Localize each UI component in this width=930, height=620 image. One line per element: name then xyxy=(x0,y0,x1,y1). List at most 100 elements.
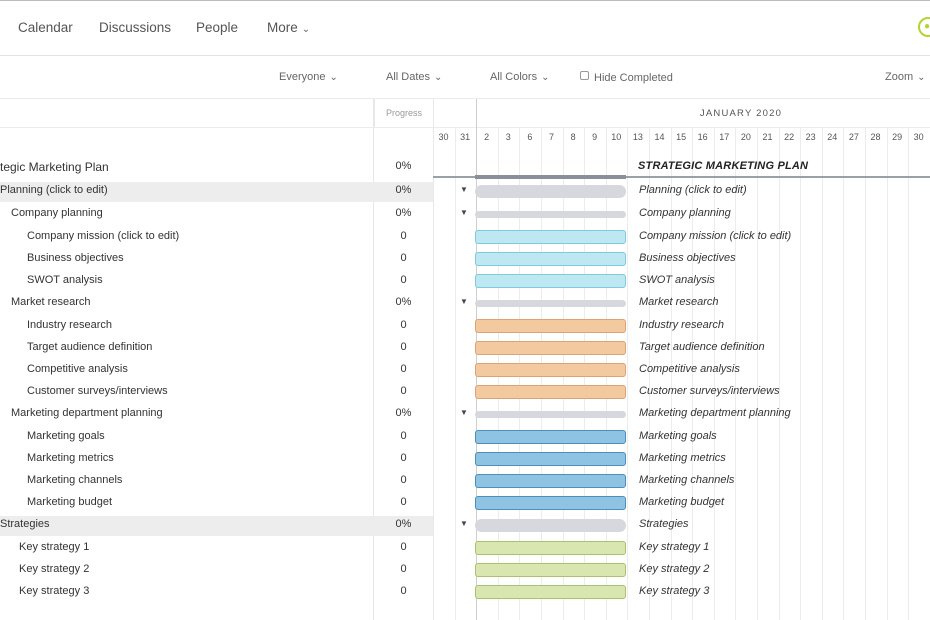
day-label: 16 xyxy=(697,132,708,142)
task-progress: 0 xyxy=(400,430,407,442)
task-name[interactable]: Marketing metrics xyxy=(27,452,114,464)
task-name[interactable]: Key strategy 2 xyxy=(19,563,90,575)
day-label: 3 xyxy=(505,132,511,142)
task-bar[interactable] xyxy=(475,410,626,418)
day-label: 24 xyxy=(827,132,838,142)
task-bar-label: Key strategy 3 xyxy=(639,585,710,597)
task-progress: 0 xyxy=(400,230,407,242)
task-bar-label: Strategies xyxy=(639,518,689,530)
nav-calendar[interactable]: Calendar xyxy=(18,20,73,35)
task-bar[interactable] xyxy=(475,184,626,198)
task-bar-label: Marketing metrics xyxy=(639,452,726,464)
grid-line xyxy=(800,128,802,620)
task-name[interactable]: Company planning xyxy=(11,207,103,219)
task-name[interactable]: Planning (click to edit) xyxy=(0,184,108,196)
task-progress: 0 xyxy=(400,563,407,575)
task-bar-label: Marketing channels xyxy=(639,474,735,486)
dates-filter[interactable]: All Dates ⌄ xyxy=(386,71,442,83)
task-progress: 0 xyxy=(400,474,407,486)
user-circle-icon[interactable]: ● xyxy=(918,17,930,37)
task-name[interactable]: Key strategy 1 xyxy=(19,541,90,553)
task-bar[interactable] xyxy=(475,341,626,355)
triangle-down-icon[interactable]: ▼ xyxy=(460,297,468,306)
task-name[interactable]: SWOT analysis xyxy=(27,274,103,286)
grid-line xyxy=(476,99,478,620)
task-bar[interactable] xyxy=(475,274,626,288)
task-bar[interactable] xyxy=(475,474,626,488)
plan-summary-bar[interactable] xyxy=(475,175,626,179)
task-name[interactable]: Marketing budget xyxy=(27,496,112,508)
task-bar[interactable] xyxy=(475,430,626,444)
zoom-dropdown[interactable]: Zoom ⌄ xyxy=(885,71,926,83)
task-bar[interactable] xyxy=(475,518,626,532)
task-bar[interactable] xyxy=(475,385,626,399)
nav-discussions[interactable]: Discussions xyxy=(99,20,172,35)
task-bar[interactable] xyxy=(475,252,626,266)
task-progress: 0% xyxy=(395,184,412,196)
plan-name[interactable]: tegic Marketing Plan xyxy=(0,160,109,174)
task-name[interactable]: Competitive analysis xyxy=(27,363,128,375)
zoom-label: Zoom xyxy=(885,71,914,83)
task-progress: 0% xyxy=(395,207,412,219)
row-highlight xyxy=(0,516,433,536)
hide-completed-toggle[interactable]: Hide Completed xyxy=(580,71,673,84)
day-label: 14 xyxy=(654,132,665,142)
task-progress: 0 xyxy=(400,496,407,508)
progress-divider xyxy=(373,99,374,620)
nav-people[interactable]: People xyxy=(196,20,239,35)
task-bar-label: Key strategy 1 xyxy=(639,541,710,553)
day-label: 30 xyxy=(913,132,924,142)
day-label: 10 xyxy=(611,132,622,142)
task-name[interactable]: Key strategy 3 xyxy=(19,585,90,597)
task-bar-label: Planning (click to edit) xyxy=(639,184,747,196)
day-label: 29 xyxy=(892,132,903,142)
task-bar[interactable] xyxy=(475,210,626,218)
task-name[interactable]: Marketing channels xyxy=(27,474,123,486)
grid-line xyxy=(908,128,910,620)
everyone-filter[interactable]: Everyone ⌄ xyxy=(279,71,338,83)
hide-completed-checkbox[interactable] xyxy=(580,71,589,80)
day-label: 9 xyxy=(592,132,598,142)
grid-line xyxy=(865,128,866,620)
row-highlight xyxy=(0,182,433,202)
task-name[interactable]: Market research xyxy=(11,296,91,308)
chevron-down-icon: ⌄ xyxy=(541,72,550,83)
hide-completed-label: Hide Completed xyxy=(594,72,673,84)
task-progress: 0 xyxy=(400,319,407,331)
task-bar[interactable] xyxy=(475,299,626,307)
task-name[interactable]: Company mission (click to edit) xyxy=(27,230,180,242)
colors-filter[interactable]: All Colors ⌄ xyxy=(490,71,549,83)
nav-more[interactable]: More ⌄ xyxy=(267,20,310,35)
triangle-down-icon[interactable]: ▼ xyxy=(460,408,468,417)
task-bar[interactable] xyxy=(475,452,626,466)
task-progress: 0 xyxy=(400,363,407,375)
timeline-header xyxy=(433,99,930,128)
day-label: 30 xyxy=(438,132,449,142)
task-bar[interactable] xyxy=(475,230,626,244)
day-label: 28 xyxy=(870,132,881,142)
progress-column-header: Progress xyxy=(374,99,433,128)
grid-line xyxy=(692,128,694,620)
task-bar-label: Industry research xyxy=(639,319,724,331)
task-bar-label: Company mission (click to edit) xyxy=(639,230,792,242)
triangle-down-icon[interactable]: ▼ xyxy=(460,185,468,194)
task-progress: 0 xyxy=(400,274,407,286)
grid-line xyxy=(649,128,650,620)
task-bar[interactable] xyxy=(475,541,626,555)
day-label: 7 xyxy=(548,132,554,142)
task-bar[interactable] xyxy=(475,363,626,377)
task-bar[interactable] xyxy=(475,563,626,577)
task-name[interactable]: Customer surveys/interviews xyxy=(27,385,168,397)
triangle-down-icon[interactable]: ▼ xyxy=(460,519,468,528)
task-name[interactable]: Marketing goals xyxy=(27,430,105,442)
task-name[interactable]: Industry research xyxy=(27,319,112,331)
grid-line xyxy=(670,128,672,620)
task-bar[interactable] xyxy=(475,319,626,333)
task-name[interactable]: Marketing department planning xyxy=(11,407,163,419)
task-bar[interactable] xyxy=(475,585,626,599)
task-bar[interactable] xyxy=(475,496,626,510)
task-name[interactable]: Strategies xyxy=(0,518,50,530)
task-name[interactable]: Business objectives xyxy=(27,252,124,264)
task-name[interactable]: Target audience definition xyxy=(27,341,153,353)
triangle-down-icon[interactable]: ▼ xyxy=(460,208,468,217)
